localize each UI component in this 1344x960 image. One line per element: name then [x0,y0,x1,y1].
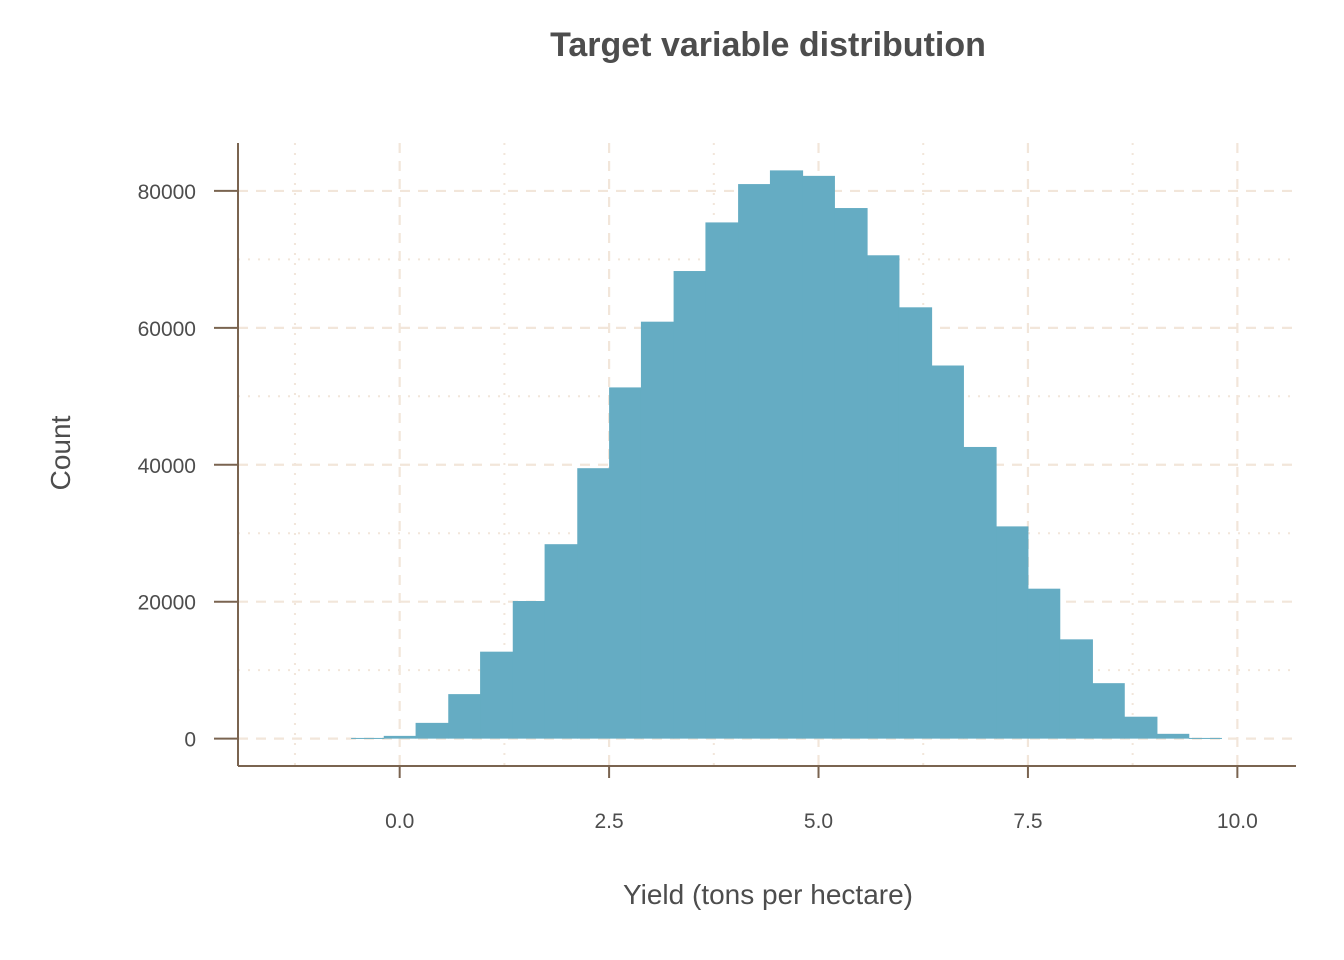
histogram-bar [1124,716,1158,739]
histogram-bar [1092,683,1125,739]
histogram-bar [480,651,514,739]
histogram-bar [415,722,449,739]
histogram-bar [802,175,835,739]
y-axis-label: Count [45,415,76,490]
x-axis-ticks: 0.0 2.5 5.0 7.5 10.0 [385,766,1258,833]
histogram-bar [1059,639,1093,739]
histogram-bar [544,544,578,739]
histogram-bar [867,255,900,739]
histogram-bar [1188,737,1222,739]
y-tick-label: 20000 [138,592,196,615]
y-tick-label: 60000 [138,318,196,341]
chart-title: Target variable distribution [550,26,986,64]
x-tick-label: 7.5 [1013,810,1042,833]
y-tick-label: 80000 [138,181,196,204]
histogram-bar [931,365,964,739]
histogram-bar [673,271,706,739]
histogram-bar [383,735,417,739]
histogram-bar [609,387,642,739]
histogram-bar [351,737,385,739]
y-axis-ticks: 0 20000 40000 60000 80000 [138,181,238,752]
histogram-bar [577,468,610,739]
bars [351,170,1222,739]
histogram-bar [898,307,933,739]
histogram-bar [996,526,1029,739]
histogram-bar [963,446,997,739]
x-tick-label: 0.0 [385,810,414,833]
x-tick-label: 2.5 [594,810,623,833]
histogram-bar [448,694,481,739]
y-tick-label: 0 [184,729,196,752]
histogram-bar [705,222,739,739]
histogram-bar [834,208,868,739]
histogram-bar [1027,588,1061,739]
histogram-bar [640,321,675,739]
histogram-bar [769,170,804,739]
x-tick-label: 5.0 [804,810,833,833]
axes [237,143,1296,767]
y-tick-label: 40000 [138,455,196,478]
histogram-bar [738,184,771,739]
x-tick-label: 10.0 [1217,810,1258,833]
x-axis-label: Yield (tons per hectare) [623,879,913,910]
histogram-bar [1156,733,1190,739]
histogram-bar [512,601,546,739]
